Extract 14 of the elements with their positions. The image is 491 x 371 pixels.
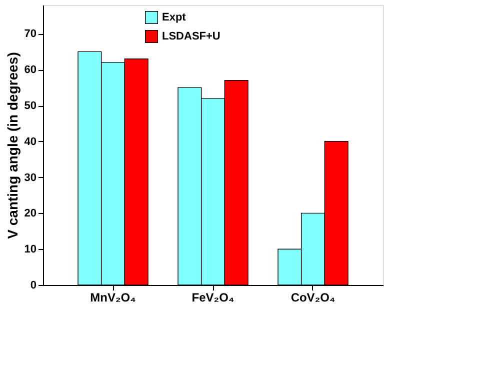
y-tick-label: 30 [24,172,36,184]
y-tick-label: 40 [24,136,36,148]
y-tick-label: 10 [24,244,36,256]
y-tick-label: 50 [24,100,36,112]
x-tick-label: CoV₂O₄ [290,290,336,304]
x-tick-label: MnV₂O₄ [90,290,136,304]
y-axis-title: V canting angle (in degrees) [4,52,20,239]
legend-label: LSDASF+U [162,30,220,42]
x-tick-label: FeV₂O₄ [192,290,234,304]
y-tick-label: 0 [30,280,36,292]
legend-label: Expt [162,12,186,24]
y-tick-label: 20 [24,208,36,220]
y-tick-label: 70 [24,28,36,40]
y-tick-label: 60 [24,64,36,76]
